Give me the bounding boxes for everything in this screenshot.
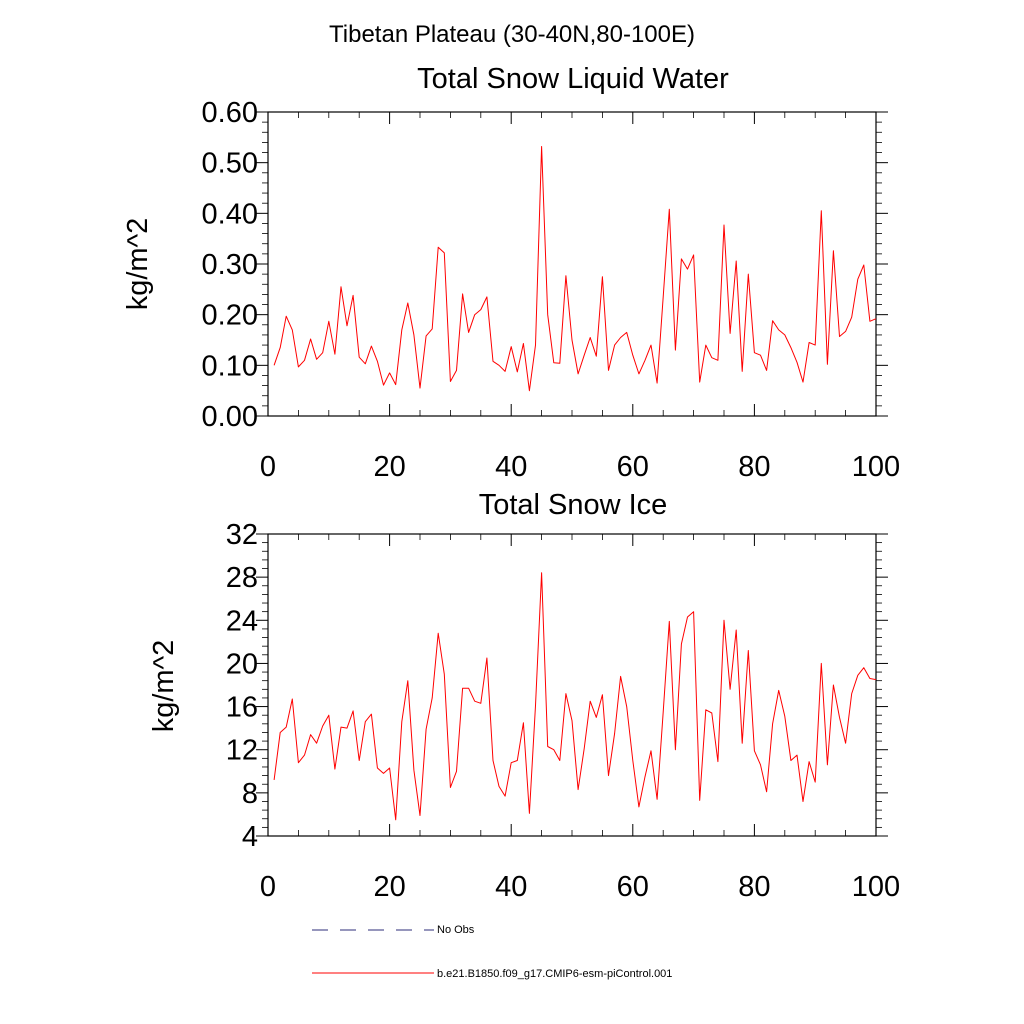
x-tick-label: 100 bbox=[852, 451, 900, 483]
x-tick-label: 60 bbox=[617, 871, 649, 903]
series-line-snow-ice bbox=[273, 572, 877, 821]
x-tick-label: 20 bbox=[373, 451, 405, 483]
y-tick-label: 28 bbox=[226, 562, 258, 594]
y-tick-label: 12 bbox=[226, 735, 258, 767]
y-tick-label: 0.10 bbox=[202, 350, 258, 382]
y-tick-label: 32 bbox=[226, 519, 258, 551]
page-title: Tibetan Plateau (30-40N,80-100E) bbox=[329, 21, 695, 48]
y-tick-label: 24 bbox=[226, 605, 258, 637]
x-tick-label: 80 bbox=[738, 871, 770, 903]
panel-snow-liquid-water: Total Snow Liquid Water kg/m^2 0 20 40 60 80… bbox=[122, 63, 900, 483]
y-tick-label: 8 bbox=[242, 778, 258, 810]
plot-frame-snow-ice bbox=[267, 533, 877, 837]
series-group-snow-liquid-water bbox=[273, 146, 877, 392]
plot-frame-snow-liquid-water bbox=[267, 111, 877, 417]
chart-title-snow-liquid-water: Total Snow Liquid Water bbox=[417, 63, 729, 95]
legend-label-no-obs: No Obs bbox=[437, 924, 475, 936]
y-tick-label: 0.00 bbox=[202, 401, 258, 433]
x-tick-label: 40 bbox=[495, 451, 527, 483]
axis-ticks-snow-liquid-water: 0 20 40 60 80 100 0.00 0.10 0.20 0.30 0.40 0.50 0.60 bbox=[202, 97, 901, 483]
series-group-snow-ice bbox=[273, 572, 877, 821]
y-tick-label: 0.60 bbox=[202, 97, 258, 129]
y-axis-label-snow-ice: kg/m^2 bbox=[148, 640, 180, 733]
x-tick-label: 0 bbox=[260, 451, 276, 483]
y-axis-label-snow-liquid-water: kg/m^2 bbox=[122, 218, 154, 311]
y-tick-label: 0.20 bbox=[202, 300, 258, 332]
legend-label-model-run: b.e21.B1850.f09_g17.CMIP6-esm-piControl.… bbox=[437, 968, 672, 980]
y-tick-label: 4 bbox=[242, 821, 258, 853]
panel-snow-ice: Total Snow Ice kg/m^2 0 20 40 60 80 100 4 8 12 16… bbox=[148, 489, 900, 903]
x-tick-label: 40 bbox=[495, 871, 527, 903]
series-line-snow-liquid-water bbox=[273, 146, 877, 392]
x-tick-label: 60 bbox=[617, 451, 649, 483]
x-tick-label: 0 bbox=[260, 871, 276, 903]
x-tick-label: 100 bbox=[852, 871, 900, 903]
x-tick-label: 80 bbox=[738, 451, 770, 483]
x-tick-label: 20 bbox=[373, 871, 405, 903]
y-tick-label: 16 bbox=[226, 692, 258, 724]
y-tick-label: 0.50 bbox=[202, 148, 258, 180]
chart-title-snow-ice: Total Snow Ice bbox=[479, 489, 668, 521]
y-tick-label: 20 bbox=[226, 648, 258, 680]
legend: No Obs b.e21.B1850.f09_g17.CMIP6-esm-piC… bbox=[312, 924, 672, 980]
axis-ticks-snow-ice: 0 20 40 60 80 100 4 8 12 16 20 24 28 32 bbox=[226, 519, 900, 903]
y-tick-label: 0.40 bbox=[202, 198, 258, 230]
y-tick-label: 0.30 bbox=[202, 249, 258, 281]
